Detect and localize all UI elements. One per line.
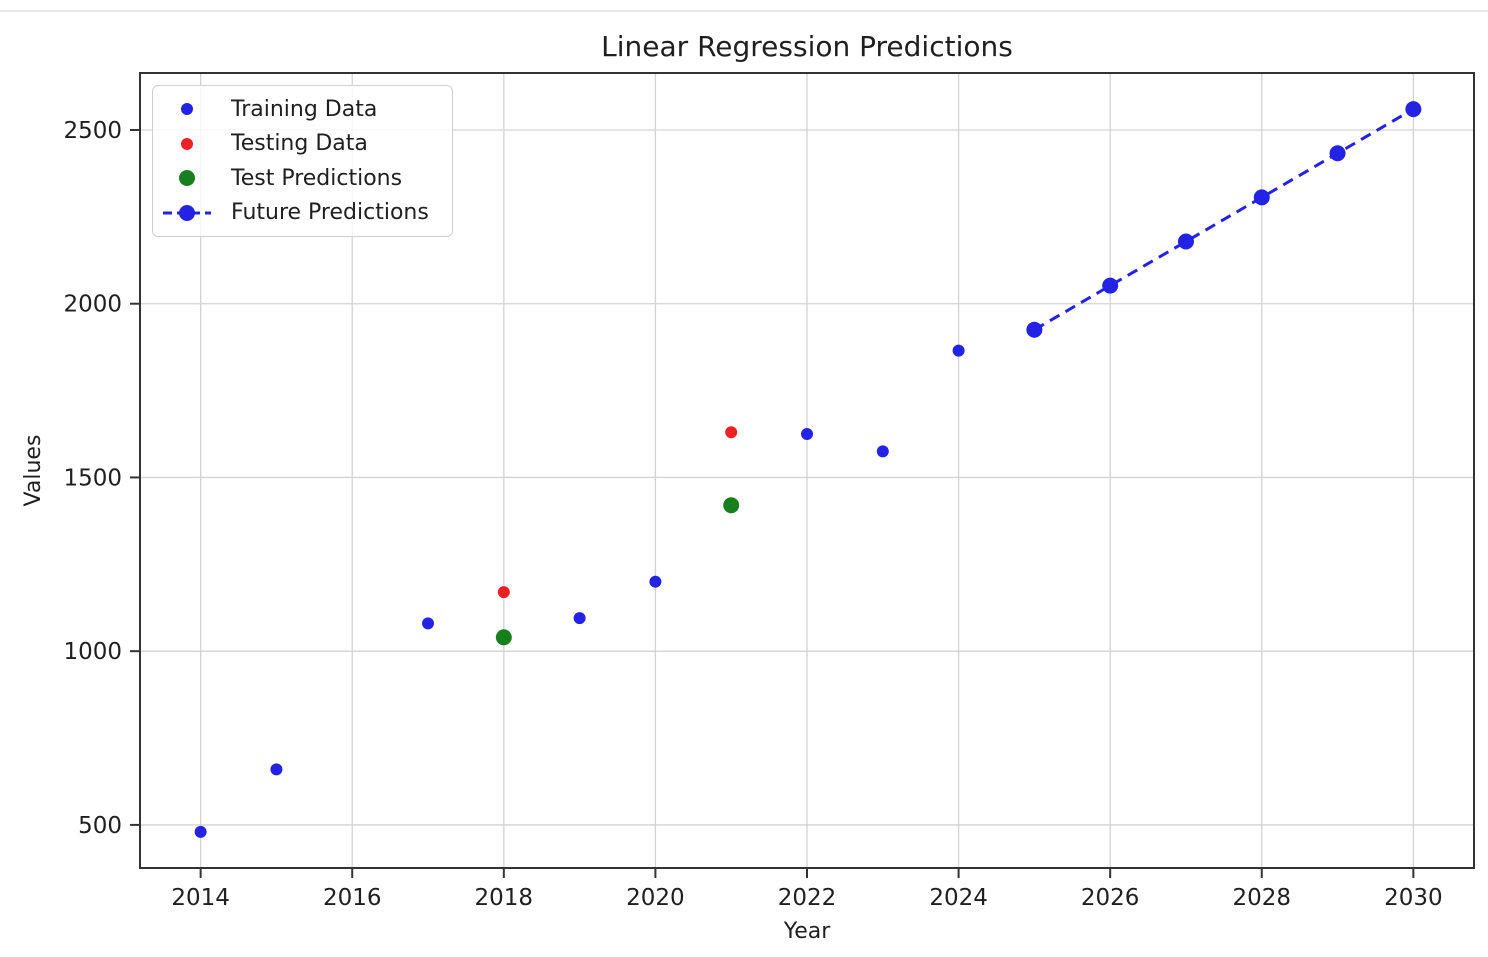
y-tick-label: 2500 <box>63 118 122 144</box>
future-predictions-line <box>1033 107 1415 332</box>
legend-label: Training Data <box>231 96 378 122</box>
y-tick-label: 2000 <box>63 292 122 318</box>
testing-data-marker-icon <box>163 137 211 150</box>
x-tick-label: 2014 <box>171 885 230 911</box>
x-tick-label: 2028 <box>1232 885 1291 911</box>
legend-dot <box>181 103 193 116</box>
x-tick-label: 2026 <box>1081 885 1140 911</box>
legend-item-future-predictions: Future Predictions <box>153 196 452 230</box>
x-tick-label: 2024 <box>929 885 988 911</box>
data-point-future-predictions <box>1253 189 1270 206</box>
legend-label: Test Predictions <box>231 165 403 191</box>
data-point-future-predictions <box>1102 277 1119 294</box>
x-tick-label: 2018 <box>475 885 534 911</box>
training-data-marker-icon <box>163 103 211 116</box>
data-point-training-data <box>649 575 662 588</box>
future-predictions-marker-icon <box>163 204 211 222</box>
chart-title: Linear Regression Predictions <box>601 30 1013 63</box>
data-point-future-predictions <box>1329 145 1346 162</box>
test-predictions-marker-icon <box>163 170 211 187</box>
legend-dot <box>179 170 195 187</box>
legend-dot <box>181 137 193 150</box>
legend-item-testing-data: Testing Data <box>153 127 452 161</box>
data-point-testing-data <box>725 426 738 439</box>
x-axis-label: Year <box>783 919 832 944</box>
data-point-test-predictions <box>495 629 512 646</box>
data-point-future-predictions <box>1405 101 1422 118</box>
data-point-test-predictions <box>723 497 740 514</box>
legend-label: Future Predictions <box>231 200 429 226</box>
x-tick-label: 2020 <box>626 885 685 911</box>
x-tick-label: 2016 <box>323 885 382 911</box>
data-point-future-predictions <box>1177 233 1194 250</box>
legend-item-training-data: Training Data <box>153 92 452 126</box>
data-point-training-data <box>876 445 889 458</box>
data-point-training-data <box>573 612 586 625</box>
y-axis-label: Values <box>21 435 46 507</box>
data-point-training-data <box>952 344 965 357</box>
y-tick-label: 1000 <box>63 639 122 665</box>
data-point-training-data <box>194 825 207 838</box>
x-tick-label: 2030 <box>1384 885 1443 911</box>
data-point-future-predictions <box>1026 321 1043 338</box>
x-tick-label: 2022 <box>778 885 837 911</box>
legend-item-test-predictions: Test Predictions <box>153 161 452 195</box>
y-tick-label: 500 <box>78 813 122 839</box>
legend-label: Testing Data <box>231 131 368 157</box>
data-point-training-data <box>422 617 435 630</box>
legend-dot <box>179 204 195 221</box>
data-point-training-data <box>801 428 813 441</box>
data-point-training-data <box>270 763 283 776</box>
top-divider <box>0 10 1488 12</box>
y-tick-label: 1500 <box>63 465 122 491</box>
data-point-testing-data <box>497 586 510 599</box>
legend: Training Data Testing Data Test Prediction… <box>152 85 453 237</box>
